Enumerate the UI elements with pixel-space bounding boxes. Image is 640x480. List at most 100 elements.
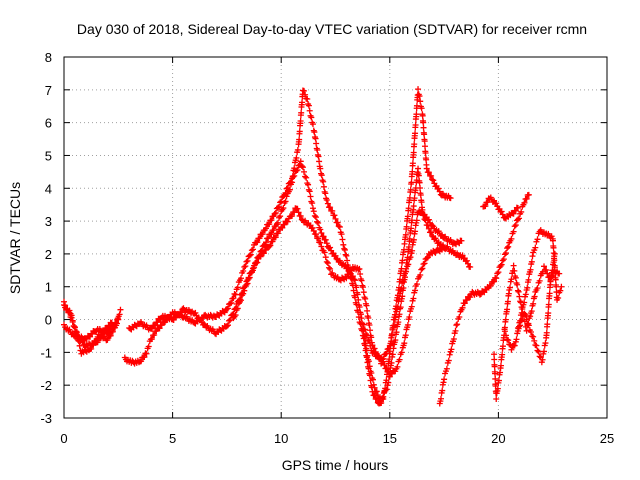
data-point	[401, 340, 408, 347]
data-point	[383, 365, 390, 372]
data-point	[158, 322, 165, 329]
data-point	[334, 219, 341, 226]
data-point	[289, 212, 296, 219]
data-point	[513, 336, 520, 343]
data-point	[552, 276, 559, 283]
data-point	[64, 306, 71, 312]
data-point	[413, 281, 420, 288]
data-point	[530, 333, 537, 340]
data-point	[192, 309, 199, 316]
data-point	[333, 255, 340, 262]
data-point	[546, 290, 553, 297]
data-point	[487, 282, 494, 289]
data-point	[409, 168, 416, 175]
data-point	[279, 224, 286, 231]
data-point	[493, 396, 500, 403]
data-point	[404, 321, 411, 328]
data-point	[543, 267, 550, 274]
data-point	[389, 351, 396, 358]
data-point	[501, 328, 508, 335]
data-point	[246, 274, 253, 281]
data-point	[402, 332, 409, 339]
data-point	[391, 322, 398, 329]
data-point	[511, 267, 518, 274]
data-point	[238, 275, 245, 282]
axis-tick-labels: 0 5 10 15 20 25 -3 -2 -1 0 1 2 3 4 5 6 7 8	[40, 50, 614, 446]
data-point	[539, 356, 546, 363]
data-point	[549, 267, 556, 274]
data-point	[511, 342, 518, 349]
data-point	[362, 331, 369, 338]
data-point	[453, 322, 460, 329]
data-point	[498, 208, 505, 215]
data-point	[536, 277, 543, 284]
data-point	[335, 223, 342, 230]
data-point	[382, 351, 389, 358]
data-point	[412, 130, 419, 137]
data-point	[248, 247, 255, 254]
data-point	[452, 327, 459, 334]
data-point	[294, 146, 301, 153]
data-point	[533, 342, 540, 349]
data-point	[156, 325, 163, 332]
data-point	[244, 257, 251, 264]
data-point	[505, 243, 512, 250]
data-point	[415, 165, 422, 172]
data-point	[517, 298, 524, 305]
data-point	[148, 325, 155, 332]
grid	[64, 57, 607, 418]
data-point	[491, 278, 498, 285]
data-point	[145, 343, 152, 350]
data-point	[423, 255, 430, 262]
data-point	[269, 238, 276, 245]
data-point	[499, 257, 506, 264]
data-point	[390, 345, 397, 352]
data-point	[411, 141, 418, 148]
data-point	[416, 179, 423, 186]
data-point	[94, 339, 101, 346]
data-point	[492, 375, 499, 382]
data-point	[350, 276, 357, 283]
data-point	[344, 257, 351, 264]
data-point	[493, 200, 500, 207]
data-point	[436, 188, 443, 195]
data-point	[357, 270, 364, 277]
data-point	[354, 291, 361, 298]
data-point	[500, 256, 507, 263]
data-point	[547, 277, 554, 284]
data-point	[262, 239, 269, 246]
data-point	[422, 150, 429, 157]
data-point	[463, 257, 470, 264]
data-point	[315, 235, 322, 242]
data-point	[296, 128, 303, 135]
data-point	[230, 295, 237, 302]
data-point	[494, 270, 501, 277]
data-point	[371, 384, 378, 391]
data-point	[105, 329, 112, 336]
data-point	[403, 223, 410, 230]
data-point	[366, 363, 373, 370]
data-point	[365, 336, 372, 343]
data-point	[491, 363, 498, 370]
data-point	[221, 309, 228, 316]
series-track-6	[230, 158, 448, 406]
data-point	[327, 204, 334, 211]
data-point	[234, 305, 241, 312]
data-point	[365, 314, 372, 321]
data-point	[371, 345, 378, 352]
data-point	[240, 290, 247, 297]
data-point	[323, 258, 330, 265]
data-point	[365, 358, 372, 365]
data-point	[420, 211, 427, 218]
data-point	[283, 193, 290, 200]
data-point	[524, 321, 531, 328]
data-point	[268, 230, 275, 237]
data-point	[290, 174, 297, 181]
data-point	[363, 332, 370, 339]
data-point	[514, 287, 521, 294]
data-point	[501, 251, 508, 258]
data-point	[415, 86, 422, 93]
y-tick-label: 8	[45, 50, 52, 65]
data-point	[556, 270, 563, 277]
data-point	[355, 266, 362, 273]
